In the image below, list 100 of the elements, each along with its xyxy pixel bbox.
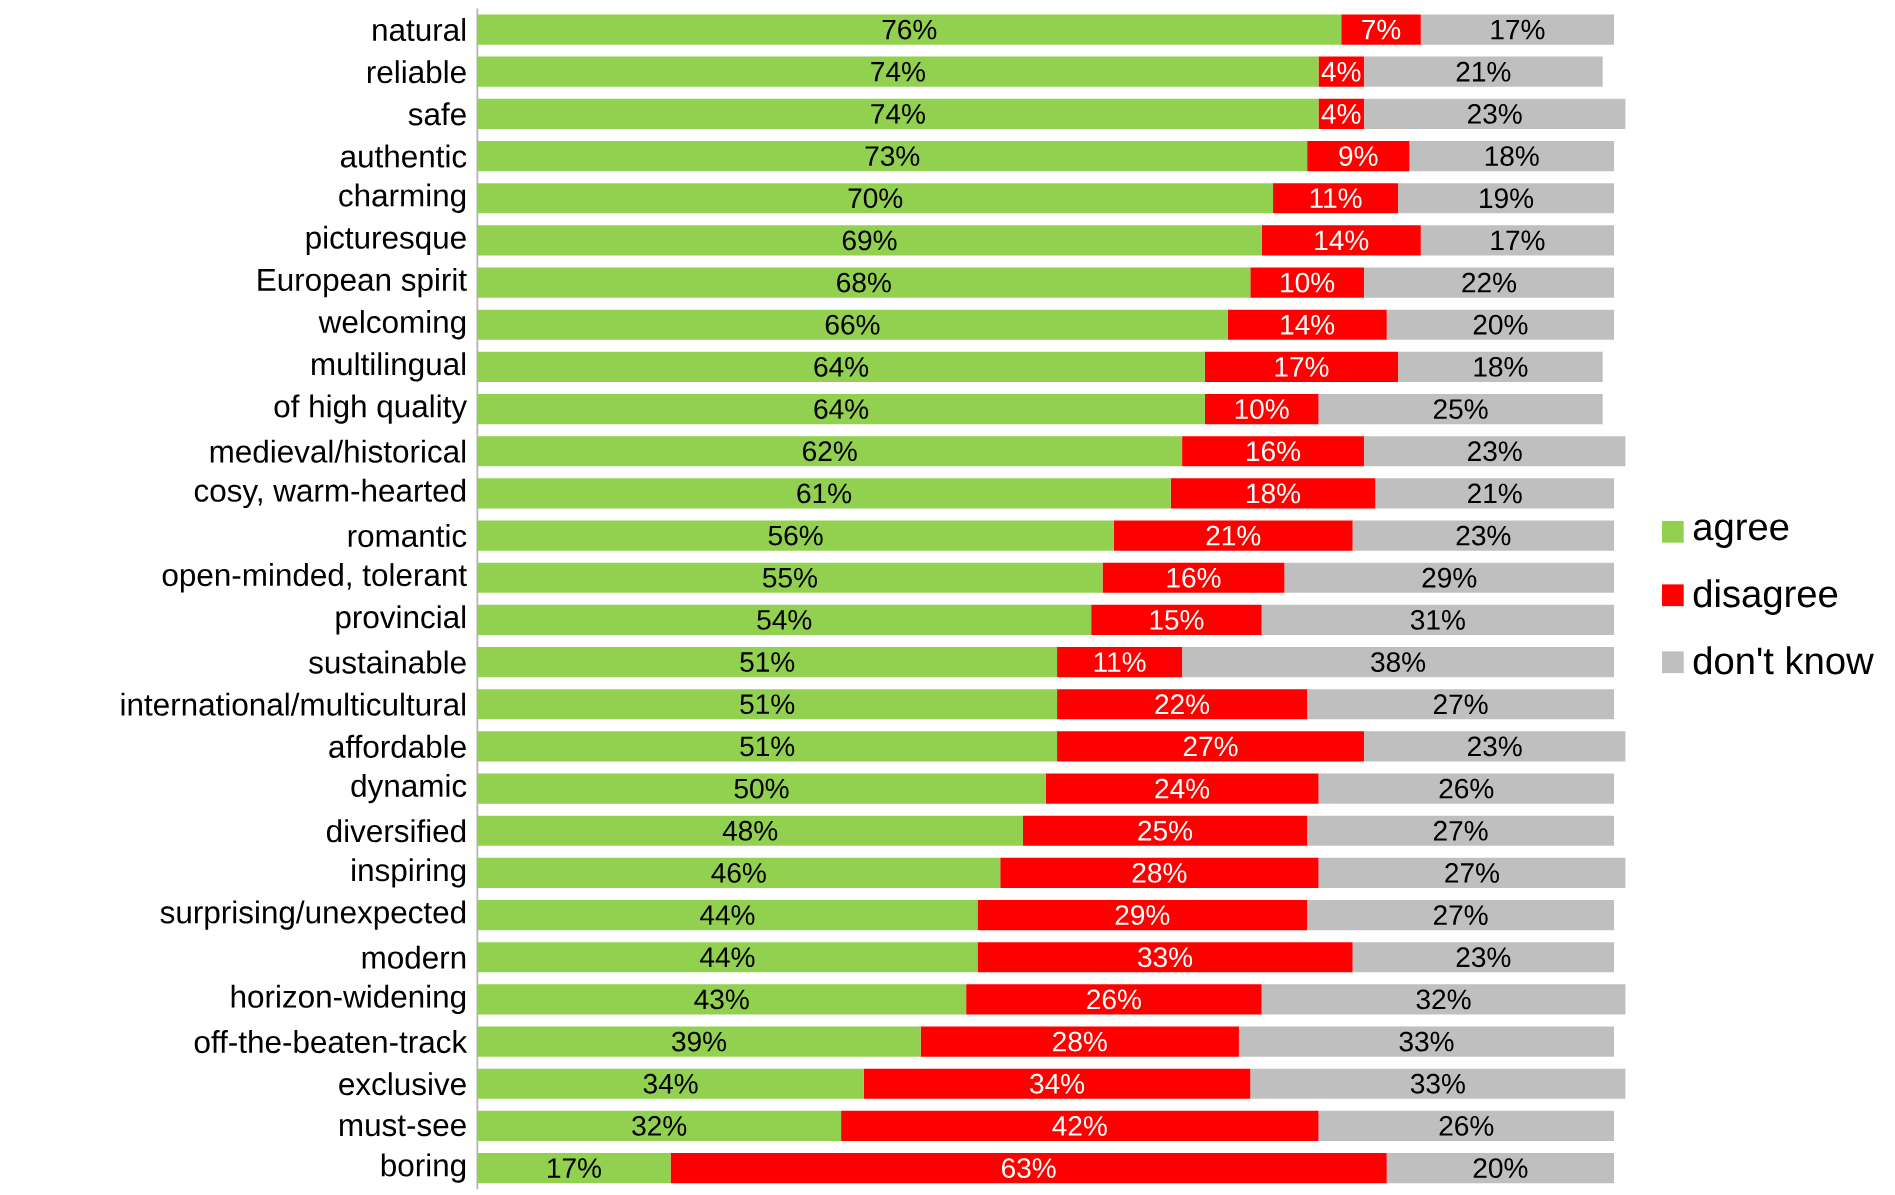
data-label: 69% <box>842 230 897 251</box>
data-label: 27% <box>1183 736 1238 757</box>
bar <box>1318 393 1603 425</box>
bar <box>1318 1110 1615 1141</box>
data-label: 7% <box>1362 19 1401 40</box>
bar <box>477 815 1023 846</box>
bar <box>1307 899 1615 931</box>
y-tick-label: picturesque <box>306 225 466 255</box>
y-tick-label: provincial <box>336 605 465 635</box>
data-label: 34% <box>643 1073 698 1094</box>
data-label: 44% <box>700 905 755 925</box>
bar <box>477 98 1319 129</box>
data-label: 24% <box>1155 778 1210 799</box>
data-label: 19% <box>1480 188 1534 209</box>
y-tick-label: safe <box>408 102 466 126</box>
y-tick-label: welcoming <box>318 309 466 340</box>
data-label: 17% <box>1491 19 1545 40</box>
data-label: 70% <box>848 188 903 209</box>
legend-label: agree <box>1693 519 1789 548</box>
data-label: 74% <box>871 103 925 124</box>
data-label: 32% <box>632 1115 687 1136</box>
bar <box>1363 56 1603 87</box>
bar <box>1363 436 1626 467</box>
bar <box>920 1026 1239 1057</box>
data-label: 26% <box>1439 1115 1494 1136</box>
bar <box>477 183 1274 214</box>
bar <box>1102 562 1285 593</box>
bar <box>1022 815 1308 846</box>
data-label: 42% <box>1052 1115 1107 1136</box>
bar <box>1057 689 1308 720</box>
bar <box>477 267 1251 298</box>
bar <box>1318 773 1615 804</box>
data-label: 29% <box>1115 905 1170 925</box>
data-label: 17% <box>548 1158 601 1178</box>
data-label: 18% <box>1247 483 1301 504</box>
bar <box>977 899 1308 931</box>
y-tick-label: multilingual <box>312 352 465 382</box>
data-label: 68% <box>837 272 891 293</box>
bar <box>477 646 1058 678</box>
data-label: 63% <box>1001 1158 1056 1178</box>
bar <box>1420 225 1615 256</box>
data-label: 48% <box>722 820 778 841</box>
data-label: 33% <box>1138 947 1193 968</box>
data-label: 18% <box>1474 356 1528 377</box>
bar <box>477 1152 671 1184</box>
data-label: 31% <box>1410 609 1465 630</box>
bar <box>477 225 1262 256</box>
data-label: 21% <box>1468 483 1522 504</box>
bar <box>477 393 1205 425</box>
data-label: 16% <box>1167 567 1221 588</box>
bar <box>1204 351 1399 382</box>
bar <box>1409 140 1615 172</box>
bar <box>1352 942 1615 973</box>
data-label: 73% <box>865 146 920 166</box>
bar <box>1113 520 1353 551</box>
bar <box>1284 562 1615 593</box>
bar <box>477 942 978 973</box>
bar <box>670 1152 1387 1184</box>
bar <box>1227 309 1387 340</box>
bar <box>1307 140 1410 172</box>
bar <box>1386 309 1615 340</box>
data-label: 27% <box>1433 820 1488 841</box>
y-tick-label: boring <box>381 1153 466 1183</box>
bar <box>477 604 1092 635</box>
bar <box>841 1110 1319 1141</box>
data-label: 16% <box>1247 441 1301 462</box>
data-label: 55% <box>763 567 817 588</box>
data-label: 25% <box>1138 820 1193 841</box>
data-label: 43% <box>694 989 749 1010</box>
data-label: 44% <box>700 947 755 967</box>
bar <box>1363 731 1626 762</box>
bar <box>1261 225 1421 256</box>
data-label: 22% <box>1155 694 1210 714</box>
bar <box>1261 984 1626 1015</box>
data-label: 61% <box>797 483 852 504</box>
bar <box>1386 1152 1615 1184</box>
data-label: 21% <box>1456 61 1511 82</box>
bar <box>477 351 1205 382</box>
y-tick-label: cosy, warm-hearted <box>194 478 466 508</box>
bar <box>1352 520 1615 551</box>
data-label: 38% <box>1371 652 1426 672</box>
bar <box>1170 478 1376 509</box>
data-label: 17% <box>1275 357 1329 377</box>
bar <box>477 689 1058 720</box>
bar <box>1273 183 1399 214</box>
bar <box>477 1068 864 1099</box>
bar <box>477 140 1308 172</box>
bar <box>477 1026 921 1057</box>
data-label: 23% <box>1468 103 1522 124</box>
data-label: 20% <box>1473 1158 1528 1178</box>
data-label: 51% <box>740 694 795 714</box>
data-label: 29% <box>1422 567 1477 588</box>
data-label: 25% <box>1433 399 1488 419</box>
data-label: 20% <box>1473 314 1528 335</box>
data-label: 11% <box>1094 652 1146 672</box>
data-label: 33% <box>1410 1073 1465 1094</box>
bar <box>1182 436 1364 467</box>
data-label: 22% <box>1462 272 1517 293</box>
bar <box>1318 857 1626 888</box>
bar <box>1045 773 1319 804</box>
